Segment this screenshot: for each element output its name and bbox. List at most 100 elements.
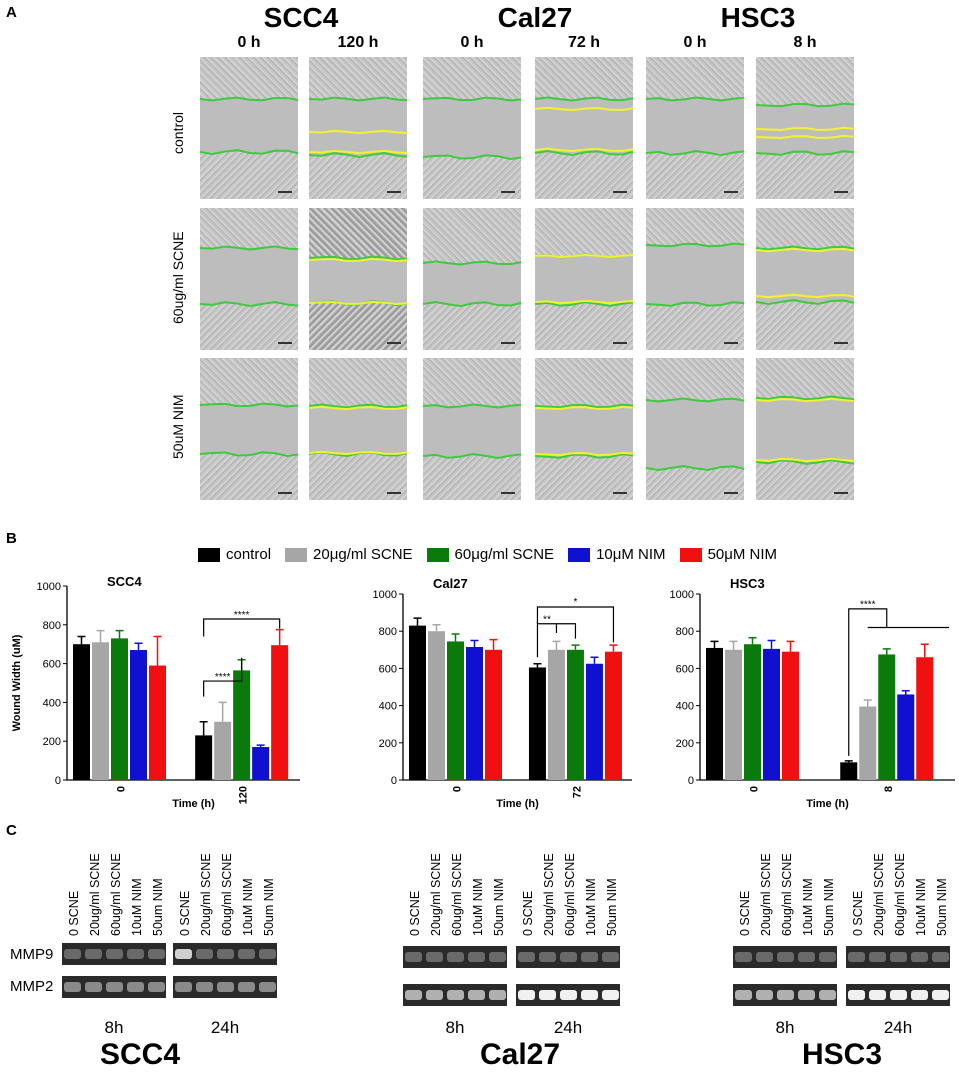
mmp9-gel [173,943,277,965]
significance-bracket [203,657,243,697]
gel-band [196,949,213,959]
cell-texture [423,208,521,263]
microscopy-image [200,208,298,350]
cell-texture [646,57,744,99]
mmp9-label: MMP9 [10,946,54,963]
microscopy-image [646,208,744,350]
cell-line-title: SCC4 [263,2,339,33]
significance-bracket [203,618,281,637]
lane-label: 50um NIM [605,878,619,936]
error-bar [199,721,208,736]
significance-bracket [536,623,577,658]
lane-label: 0 SCNE [408,890,422,936]
gel-band [85,949,102,959]
cell-line-label: SCC4 [99,1038,181,1071]
mmp2-gel [403,984,507,1006]
legend-swatch [568,547,591,562]
error-bar [153,635,162,666]
panel-b-label: B [6,530,17,547]
y-tick-label: 400 [676,701,694,713]
cell-texture [423,57,521,99]
gel-band [238,982,255,992]
error-bar [489,638,498,650]
mmp2-gel [733,984,837,1006]
lane-label: 0 SCNE [67,890,81,936]
lane-label: 50um NIM [935,878,949,936]
wound-edge-overlay [423,260,521,307]
initial-wound-edge [756,150,854,156]
initial-wound-edge [646,464,744,471]
bar [604,651,622,780]
bar [252,747,270,780]
initial-wound-edge [309,96,407,102]
gel-band [426,990,443,1000]
chart-title: SCC4 [107,574,142,589]
lane-label: 0 SCNE [851,890,865,936]
microscopy-image [200,57,298,199]
panel-c-label: C [6,822,17,839]
lane-label: 60ug/ml SCNE [220,853,234,936]
wound-edge-overlay [423,96,521,160]
microscopy-image [756,208,854,350]
scale-bar [278,492,292,494]
legend-label: control [226,546,272,563]
gel-band [756,952,773,962]
lane-label: 10uM NIM [241,878,255,936]
gel-band [518,952,535,962]
lane-label: 50um NIM [262,878,276,936]
gel-band [64,982,81,992]
final-wound-edge [309,300,407,306]
treatment-row-label: 60ug/ml SCNE [170,231,186,324]
time-label: 0 h [460,34,484,51]
mmp2-gel [173,976,277,998]
initial-wound-edge [200,245,298,251]
x-axis-label: Time (h) [496,798,539,810]
x-axis-label: Time (h) [172,798,215,810]
initial-wound-edge [646,397,744,403]
mmp9-gel [403,946,507,968]
scale-bar [613,492,627,494]
y-tick-label: 800 [379,626,397,638]
bar [130,650,147,780]
gel-band [560,990,577,1000]
panel-a-label: A [6,4,17,21]
lane-label: 20ug/ml SCNE [542,853,556,936]
final-wound-edge [309,450,407,456]
gel-band [175,949,192,959]
gel-band [798,952,815,962]
gel-band [798,990,815,1000]
initial-wound-edge [423,96,521,102]
lane-label: 60ug/ml SCNE [450,853,464,936]
bar [706,647,723,780]
cell-texture [756,358,854,398]
significance-label: **** [860,599,876,610]
lane-label: 20ug/ml SCNE [429,853,443,936]
gel-band [735,990,752,1000]
bar [111,638,128,780]
microscopy-image [200,358,298,500]
error-bar [748,636,757,645]
y-tick-label: 0 [391,775,397,787]
cell-texture [423,358,521,406]
bar [428,631,445,780]
microscopy-image [535,57,633,199]
y-tick-label: 200 [676,738,694,750]
initial-wound-edge [535,453,633,459]
gel-band [148,949,165,959]
final-wound-edge [309,405,407,411]
time-label: 72 h [567,34,600,51]
microscopy-image [535,208,633,350]
y-tick-label: 1000 [670,589,694,601]
time-label: 120 h [337,34,379,51]
x-tick-label: 8 [883,786,895,792]
final-wound-edge [535,299,633,305]
legend-label: 10μM NIM [596,546,666,563]
error-bar [786,640,795,652]
initial-wound-edge [535,301,633,308]
bar [92,642,109,780]
cell-line-label: Cal27 [479,1038,561,1071]
final-wound-edge [535,253,633,259]
cell-texture [309,358,407,406]
lane-label: 60ug/ml SCNE [563,853,577,936]
legend-swatch [426,547,449,562]
